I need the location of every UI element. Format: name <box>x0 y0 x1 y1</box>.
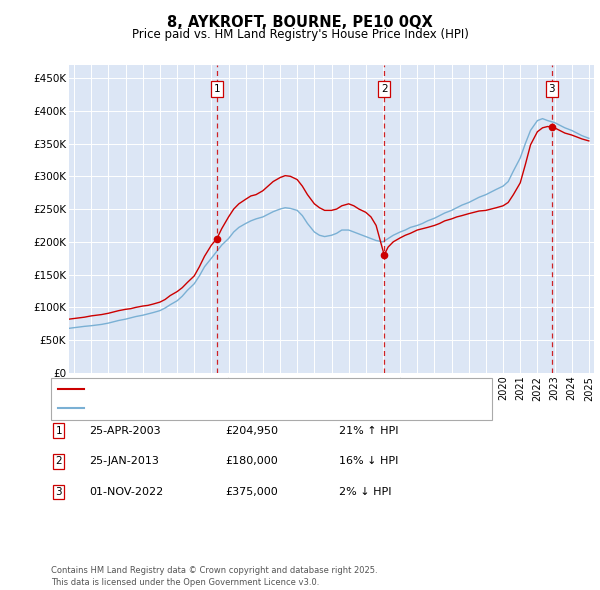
Text: 2: 2 <box>381 84 388 94</box>
Text: 2% ↓ HPI: 2% ↓ HPI <box>339 487 391 497</box>
Text: Contains HM Land Registry data © Crown copyright and database right 2025.
This d: Contains HM Land Registry data © Crown c… <box>51 566 377 587</box>
Text: £204,950: £204,950 <box>225 426 278 435</box>
Text: 1: 1 <box>214 84 220 94</box>
Text: 3: 3 <box>548 84 555 94</box>
Text: £180,000: £180,000 <box>225 457 278 466</box>
Text: 8, AYKROFT, BOURNE, PE10 0QX (detached house): 8, AYKROFT, BOURNE, PE10 0QX (detached h… <box>88 385 352 395</box>
Text: 16% ↓ HPI: 16% ↓ HPI <box>339 457 398 466</box>
Text: 25-JAN-2013: 25-JAN-2013 <box>89 457 158 466</box>
Text: Price paid vs. HM Land Registry's House Price Index (HPI): Price paid vs. HM Land Registry's House … <box>131 28 469 41</box>
Text: 3: 3 <box>55 487 62 497</box>
Text: 1: 1 <box>55 426 62 435</box>
Text: 21% ↑ HPI: 21% ↑ HPI <box>339 426 398 435</box>
Text: 01-NOV-2022: 01-NOV-2022 <box>89 487 163 497</box>
Text: 2: 2 <box>55 457 62 466</box>
Text: 8, AYKROFT, BOURNE, PE10 0QX: 8, AYKROFT, BOURNE, PE10 0QX <box>167 15 433 30</box>
Text: 25-APR-2003: 25-APR-2003 <box>89 426 160 435</box>
Text: HPI: Average price, detached house, South Kesteven: HPI: Average price, detached house, Sout… <box>88 403 362 413</box>
Text: £375,000: £375,000 <box>225 487 278 497</box>
